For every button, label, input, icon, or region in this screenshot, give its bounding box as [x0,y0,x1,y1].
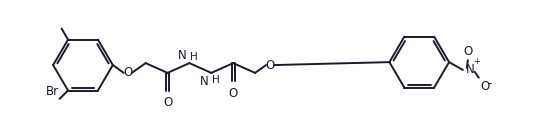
Text: -: - [488,77,492,90]
Text: O: O [163,96,172,109]
Text: O: O [123,66,132,79]
Text: O: O [228,87,238,100]
Text: H: H [213,75,220,85]
Text: +: + [473,57,480,66]
Text: N: N [466,64,475,76]
Text: Br: Br [45,85,59,98]
Text: N: N [178,49,186,62]
Text: O: O [481,80,490,93]
Text: N: N [199,75,208,88]
Text: H: H [190,52,198,62]
Text: O: O [463,45,473,58]
Text: O: O [265,59,275,72]
